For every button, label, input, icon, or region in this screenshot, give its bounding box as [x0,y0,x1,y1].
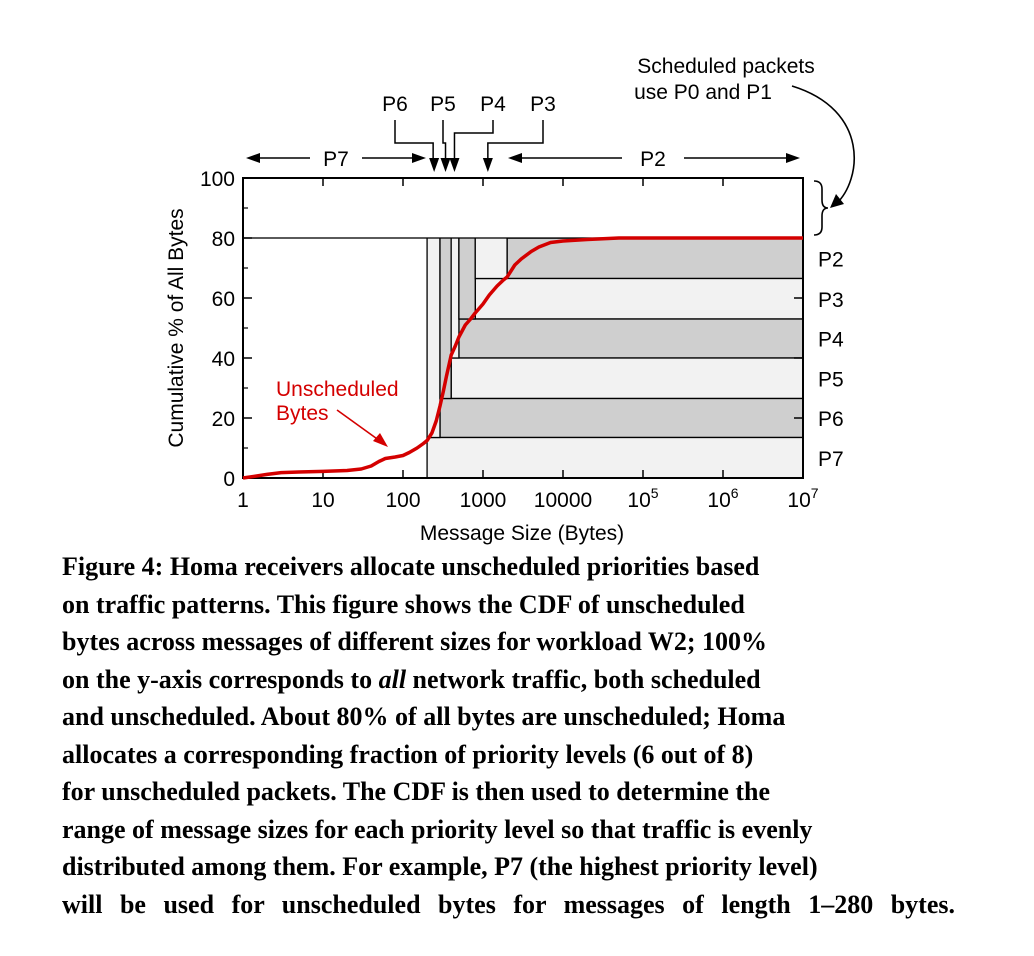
y-tick-label: 40 [212,348,235,371]
scheduled-note-line1: Scheduled packets [637,55,814,78]
unscheduled-note-line1: Unscheduled [276,378,399,401]
unscheduled-arrowhead [373,433,388,447]
pointer-head [482,158,493,172]
range-label-p2: P2 [640,148,666,171]
top-label-p5: P5 [430,93,456,116]
x-tick-label: 100 [385,489,420,512]
x-tick-label: 106 [707,485,738,512]
unscheduled-note-line2: Bytes [276,402,329,425]
y-tick-label: 80 [212,228,235,251]
caption-line: for unscheduled packets. The CDF is then… [62,777,771,806]
caption-line: distributed among them. For example, P7 … [62,852,818,881]
caption-fragment: network traffic, both scheduled [412,664,761,694]
caption-line: will be used for unscheduled bytes for m… [62,889,955,919]
range-arrows: P7 P2 [246,148,800,171]
band-p2 [506,237,804,280]
band-p5 [450,357,804,400]
caption-line: on the y-axis corresponds to all network… [62,661,955,699]
caption-line: and unscheduled. About 80% of all bytes … [62,702,786,731]
top-priority-labels: P6 P5 P4 P3 [382,93,556,172]
pointer-p6 [394,120,434,166]
annotations: Scheduled packets use P0 and P1 Unschedu… [276,55,855,447]
pointer-p4 [453,120,494,166]
band-p7 [426,436,804,479]
arrowhead [508,153,522,163]
y-tick-label: 60 [212,288,235,311]
pointer-p5 [442,120,447,166]
arrowhead [786,153,800,163]
caption-line: bytes across messages of different sizes… [62,627,768,656]
band-label-p5: P5 [818,368,844,391]
y-tick-label: 20 [212,408,235,431]
unscheduled-arrow [336,409,381,442]
band-p6 [439,397,804,439]
band-label-p3: P3 [818,289,844,312]
band-label-p4: P4 [818,329,844,352]
pointer-head [440,158,451,172]
scheduled-brace [813,180,829,236]
top-label-p3: P3 [530,93,556,116]
arrowhead [246,153,260,163]
caption-line: on traffic patterns. This figure shows t… [62,589,745,619]
band-p4 [458,318,804,359]
top-label-p4: P4 [480,93,506,116]
x-tick-label: 105 [627,485,658,512]
band-p3 [474,277,804,320]
range-label-p7: P7 [323,148,349,171]
y-axis-title: Cumulative % of All Bytes [165,208,188,447]
figure-caption: Figure 4: Homa receivers allocate unsche… [62,548,955,923]
caption-line: allocates a corresponding fraction of pr… [62,739,754,769]
x-tick-label: 1 [237,489,249,512]
caption-emphasis: all [378,664,407,694]
x-tick-label: 1000 [460,489,507,512]
scheduled-note-line2: use P0 and P1 [634,81,772,104]
pointer-head [429,158,440,172]
y-tick-label: 0 [223,468,235,491]
x-tick-label: 107 [787,485,818,512]
caption-line: range of message sizes for each priority… [62,814,813,844]
band-labels: P2 P3 P4 P5 P6 P7 [818,248,844,471]
pointer-head [449,158,460,172]
scheduled-arrowhead [830,194,844,208]
x-tick-label: 10000 [534,489,592,512]
x-axis-title: Message Size (Bytes) [420,522,624,545]
band-label-p2: P2 [818,248,844,271]
y-tick-label: 100 [200,168,235,191]
band-label-p7: P7 [818,448,844,471]
scheduled-region [242,177,804,239]
caption-fragment: on the y-axis corresponds to [62,664,373,694]
arrowhead [412,153,426,163]
cdf-line [242,236,803,480]
top-label-p6: P6 [382,93,408,116]
scheduled-band [242,177,804,239]
pointer-p3 [487,120,544,166]
scheduled-arrow [791,85,855,205]
caption-line: Figure 4: Homa receivers allocate unsche… [62,552,760,581]
x-tick-label: 10 [311,489,334,512]
band-label-p6: P6 [818,408,844,431]
axis-ticks: 1 10 100 1000 10000 105 106 107 0 20 40 60 80 100 [200,168,819,512]
